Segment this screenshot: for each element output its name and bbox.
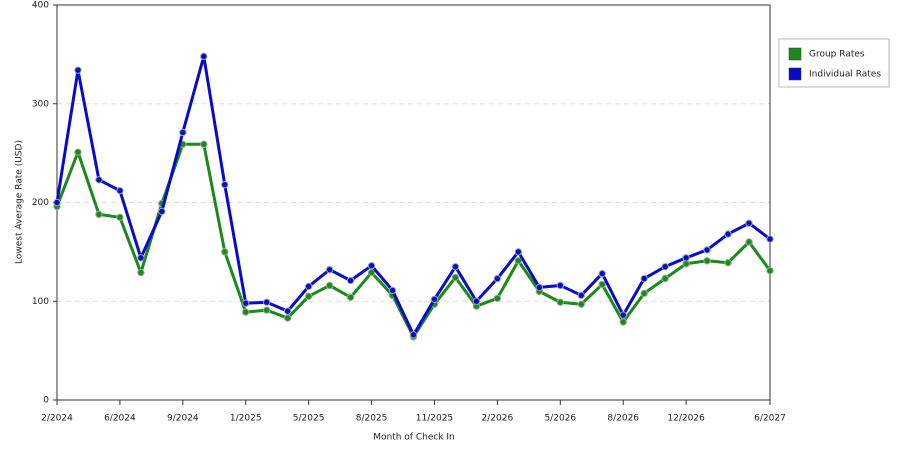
point [304, 292, 313, 301]
point [493, 294, 502, 302]
point [263, 306, 271, 314]
point [263, 298, 271, 306]
x-tick-label: 2/2026 [482, 414, 514, 424]
point [766, 266, 774, 275]
point [598, 269, 606, 278]
point [472, 297, 481, 305]
y-tick-label: 200 [32, 198, 49, 208]
point [74, 66, 82, 74]
point [682, 254, 690, 262]
point [242, 299, 250, 307]
point [74, 148, 82, 156]
point [598, 280, 606, 289]
x-tick-label: 5/2025 [293, 414, 325, 424]
point [745, 219, 753, 227]
point [116, 213, 124, 222]
x-axis-label: Month of Check In [373, 433, 455, 443]
point [535, 283, 544, 292]
point [619, 311, 627, 319]
point [556, 298, 564, 306]
point [95, 176, 103, 184]
point [661, 262, 669, 271]
y-tick-label: 300 [32, 99, 49, 109]
y-axis-label: Lowest Average Rate (USD) [15, 140, 25, 264]
point [640, 289, 648, 298]
point [200, 140, 208, 148]
point [179, 128, 187, 137]
point [325, 265, 334, 274]
point [388, 286, 397, 295]
point [451, 273, 460, 282]
point [514, 248, 523, 256]
point [158, 207, 166, 216]
x-tick-label: 2/2024 [41, 414, 73, 424]
point [283, 314, 292, 322]
legend-swatch [788, 47, 802, 61]
point [577, 291, 585, 300]
x-tick-label: 6/2024 [104, 414, 136, 424]
x-tick-label: 5/2026 [544, 414, 576, 424]
point [116, 186, 124, 195]
point [283, 307, 292, 315]
point [346, 276, 355, 285]
point [703, 246, 711, 254]
point [640, 274, 648, 283]
point [409, 331, 418, 339]
point [577, 300, 585, 308]
point [724, 259, 732, 267]
x-tick-label: 6/2027 [754, 414, 786, 424]
y-tick-label: 400 [32, 1, 49, 11]
x-tick-label: 12/2026 [667, 414, 705, 424]
x-tick-label: 8/2025 [356, 414, 388, 424]
y-tick-label: 100 [32, 297, 49, 307]
x-tick-label: 9/2024 [167, 414, 199, 424]
point [493, 274, 502, 283]
point [137, 254, 145, 262]
point [430, 295, 439, 303]
point [95, 210, 103, 219]
x-tick-label: 11/2025 [416, 414, 453, 424]
point [367, 262, 376, 270]
point [346, 293, 355, 301]
point [451, 262, 460, 271]
point [766, 235, 774, 243]
point [556, 281, 564, 290]
point [724, 230, 732, 238]
point [514, 257, 523, 265]
point [745, 238, 753, 246]
point [221, 248, 229, 256]
series-line [55, 142, 772, 339]
point [304, 282, 313, 291]
point [221, 181, 229, 189]
point [367, 268, 376, 277]
legend-label: Individual Rates [809, 70, 881, 80]
point [200, 52, 208, 61]
point [53, 198, 61, 207]
point [325, 281, 334, 290]
y-tick-label: 0 [43, 396, 49, 406]
point [661, 274, 669, 283]
legend-label: Group Rates [809, 50, 865, 60]
x-tick-label: 1/2025 [230, 414, 262, 424]
point [137, 268, 145, 277]
legend-swatch [788, 67, 802, 81]
point [242, 308, 250, 316]
x-tick-label: 8/2026 [607, 414, 639, 424]
point [619, 318, 627, 326]
point [703, 257, 711, 265]
